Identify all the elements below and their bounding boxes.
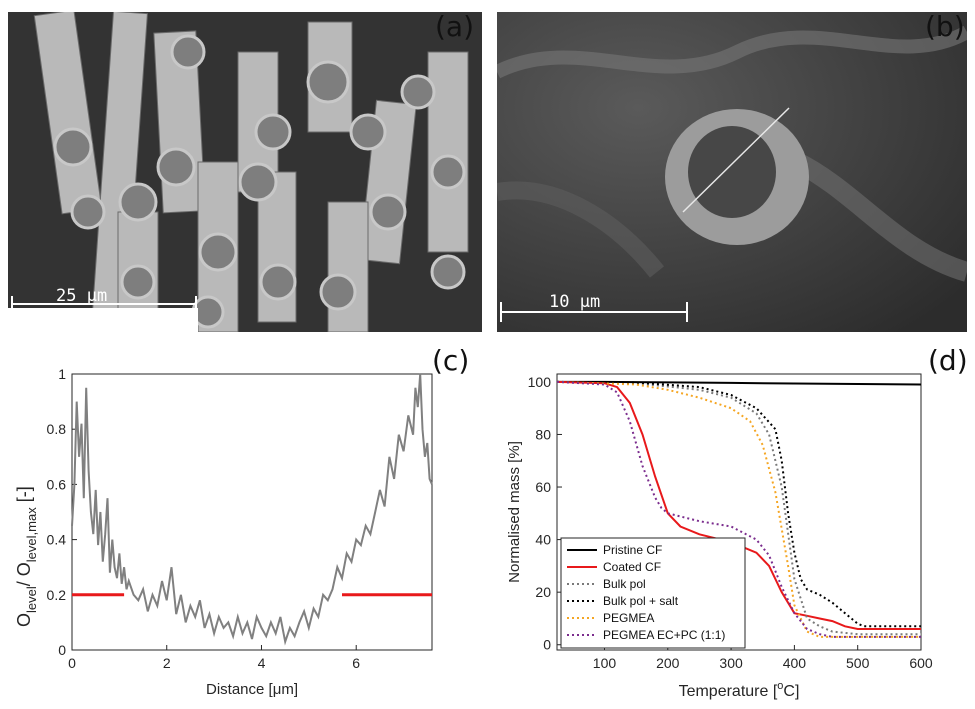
- legend-label-3: Bulk pol + salt: [603, 594, 679, 608]
- legend-label-5: PEGMEA EC+PC (1:1): [603, 628, 725, 642]
- series-line-1: [556, 380, 921, 630]
- y-tick-label: 0.6: [47, 476, 67, 492]
- x-tick-label: 500: [846, 655, 870, 671]
- sem-image-coated-fibre: 10 μm: [497, 12, 967, 332]
- y-tick-label: 80: [535, 426, 551, 442]
- plot-area: [71, 373, 433, 651]
- x-tick-label: 600: [909, 655, 933, 671]
- y-tick-label: 0.4: [47, 532, 67, 548]
- x-tick-label: 200: [656, 655, 680, 671]
- panel-label-d: (d): [928, 344, 968, 377]
- x-tick-label: 400: [783, 655, 807, 671]
- legend-box: [560, 537, 746, 649]
- y-tick-label: 0: [543, 637, 551, 653]
- series-line-0: [557, 380, 922, 386]
- series-line-4: [556, 380, 921, 638]
- y-tick-label: 60: [535, 479, 551, 495]
- y-tick-label: 0: [58, 642, 66, 658]
- x-tick-label: 100: [593, 655, 617, 671]
- chart-tga: 100 200 300 400 500 600 0 20 40 60 80 100 Temperatur…: [506, 373, 933, 700]
- x-tick-label: 0: [68, 655, 76, 671]
- x-tick-label: 300: [719, 655, 743, 671]
- panel-label-b: (b): [925, 10, 965, 43]
- y-tick-label: 0.2: [47, 587, 67, 603]
- y-tick-label: 20: [535, 584, 551, 600]
- legend-label-4: PEGMEA: [603, 611, 654, 625]
- y-tick-label: 0.8: [47, 421, 67, 437]
- x-axis-label: Temperature [oC]: [679, 680, 800, 700]
- legend-label-0: Pristine CF: [603, 543, 662, 557]
- chart-oxygen-profile: 0 2 4 6 0 0.2 0.4 0.6 0.8 1 Distance [μm] Olevel/ O…: [14, 366, 433, 698]
- panel-label-c: (c): [432, 344, 470, 377]
- x-tick-label: 2: [163, 655, 171, 671]
- legend-label-1: Coated CF: [603, 560, 661, 574]
- series-line-0: [71, 373, 433, 646]
- scale-bar-label-b: 10 μm: [549, 292, 601, 312]
- series-line-2: [556, 380, 921, 636]
- scale-bar-label-a: 25 μm: [56, 286, 108, 306]
- y-tick-label: 40: [535, 532, 551, 548]
- x-axis-label: Distance [μm]: [206, 681, 298, 698]
- sem-coated-drawing: [497, 12, 967, 332]
- sem-image-fibres: 25 μm: [8, 12, 482, 332]
- y-tick-label: 100: [528, 374, 552, 390]
- series-line-3: [556, 380, 921, 628]
- x-tick-label: 6: [352, 655, 360, 671]
- y-tick-label: 1: [58, 366, 66, 382]
- y-axis-label: Normalised mass [%]: [506, 441, 523, 583]
- sem-fibres-drawing: [8, 12, 482, 332]
- panel-label-a: (a): [435, 10, 475, 43]
- legend-label-2: Bulk pol: [603, 577, 646, 591]
- y-axis-label: Olevel/ Olevel,max [-]: [14, 486, 39, 627]
- x-tick-label: 4: [258, 655, 266, 671]
